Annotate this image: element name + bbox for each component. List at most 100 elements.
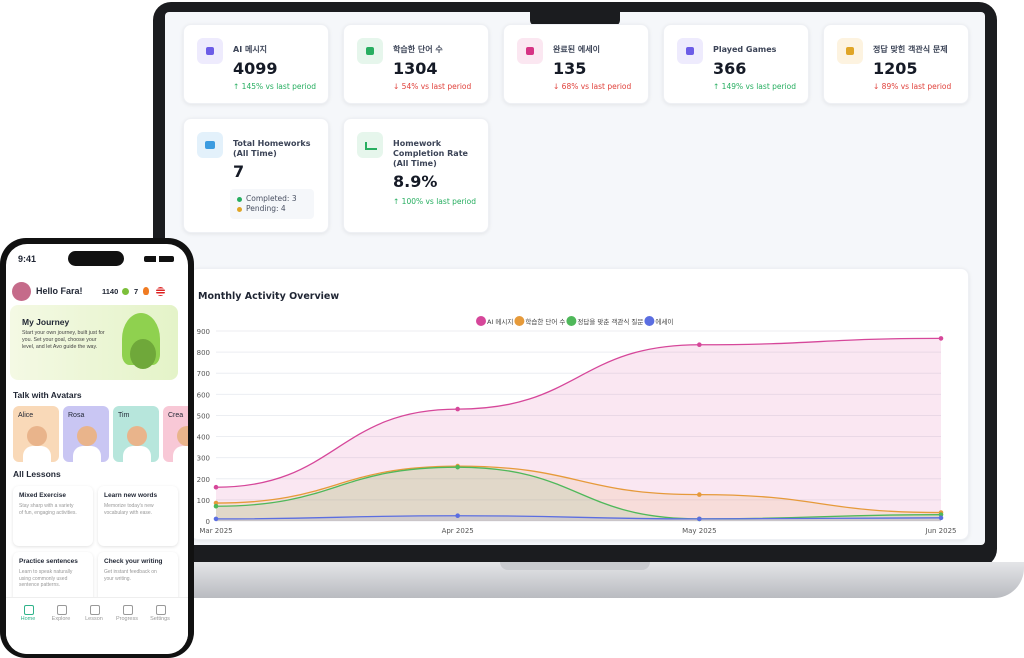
profile-avatar — [12, 282, 31, 301]
legend-label: 학습한 단어 수 — [525, 317, 565, 326]
homework-breakdown: Completed: 3 Pending: 4 — [230, 189, 314, 219]
lesson-card: Learn new words Memorize today's new voca… — [98, 486, 178, 546]
completion-label: Homework Completion Rate (All Time) — [393, 139, 468, 168]
legend-label: AI 메시지 — [487, 317, 513, 326]
stat-icon — [197, 38, 223, 64]
avatar-face — [127, 426, 147, 446]
legend-swatch — [566, 316, 577, 326]
stat-label: AI 메시지 — [233, 45, 268, 54]
stat-value: 1304 — [393, 59, 438, 78]
avatar-face — [177, 426, 188, 446]
y-tick-label: 700 — [197, 370, 210, 378]
stat-card: 정답 맞힌 객관식 문제 1205 ↓ 89% vs last period — [823, 24, 969, 104]
legend-swatch — [514, 316, 525, 326]
data-point — [455, 406, 460, 412]
nav-label[interactable]: Explore — [51, 616, 71, 622]
lesson-card: Mixed Exercise Stay sharp with a variety … — [13, 486, 93, 546]
y-tick-label: 800 — [197, 349, 210, 357]
data-point — [938, 515, 944, 521]
avatar-name: Tim — [118, 412, 130, 419]
homework-label: Total Homeworks (All Time) — [233, 139, 311, 158]
homework-value: 7 — [233, 162, 245, 181]
stat-icon-glyph — [526, 47, 534, 55]
data-point — [213, 503, 219, 509]
journey-text: Start your own journey, built just for y… — [22, 330, 105, 350]
legend-label: 정답을 맞춘 객관식 질문 — [577, 317, 643, 326]
trend-arrow: ↑ — [233, 82, 242, 91]
status-dot — [237, 197, 242, 202]
trend-arrow: ↑ — [713, 82, 722, 91]
avatar-tile: Rosa — [63, 406, 109, 462]
y-tick-label: 400 — [197, 434, 210, 442]
y-tick-label: 0 — [206, 518, 210, 526]
data-point — [697, 342, 702, 348]
homework-icon — [197, 132, 223, 158]
trend-arrow: ↑ — [393, 197, 402, 206]
lesson-text: Get instant feedback on your writing. — [104, 569, 157, 582]
avatar-name: Rosa — [68, 412, 85, 419]
stat-icon — [357, 38, 383, 64]
avatar-body — [73, 446, 101, 462]
x-tick-label: Jun 2025 — [925, 527, 957, 535]
icon-glyph — [365, 142, 377, 150]
legend-label: 에세이 — [655, 317, 673, 326]
stat-icon-glyph — [366, 47, 374, 55]
nav-label[interactable]: Home — [20, 616, 36, 622]
completion-change: ↑ 100% vs last period — [393, 197, 476, 206]
lesson-title: Check your writing — [104, 558, 163, 565]
nav-label[interactable]: Settings — [150, 616, 170, 622]
stat-label: 학습한 단어 수 — [393, 45, 443, 54]
lesson-title: Practice sentences — [19, 558, 78, 565]
trend-arrow: ↓ — [553, 82, 562, 91]
legend-swatch — [644, 316, 655, 326]
stat-icon — [837, 38, 863, 64]
stat-icon-glyph — [206, 47, 214, 55]
avatar-name: Crea — [168, 412, 184, 419]
change-text: 149% vs last period — [721, 82, 797, 91]
stat-value: 1205 — [873, 59, 918, 78]
avatar-body — [23, 446, 51, 462]
stat-label: Played Games — [713, 45, 777, 54]
trend-arrow: ↓ — [393, 82, 402, 91]
nav-icon — [24, 605, 34, 615]
trend-arrow: ↓ — [873, 82, 882, 91]
legend-swatch — [476, 316, 486, 326]
status-text: Pending: 4 — [246, 204, 286, 213]
lesson-text: Stay sharp with a variety of fun, engagi… — [19, 503, 77, 516]
stat-icon-glyph — [846, 47, 854, 55]
stat-change: ↑ 145% vs last period — [233, 82, 316, 91]
stat-icon — [517, 38, 543, 64]
avatar-face — [77, 426, 97, 446]
lesson-text: Learn to speak naturally using commonly … — [19, 569, 73, 588]
nav-icon — [57, 605, 67, 615]
stat-card: 완료된 에세이 135 ↓ 68% vs last period — [503, 24, 649, 104]
streak-icon — [143, 287, 149, 295]
stat-value: 135 — [553, 59, 587, 78]
lessons-title: All Lessons — [13, 469, 61, 479]
data-point — [213, 484, 219, 490]
data-point — [697, 516, 702, 522]
data-point — [455, 513, 460, 519]
lesson-title: Learn new words — [104, 492, 158, 499]
data-point — [213, 516, 219, 522]
nav-label[interactable]: Progress — [115, 616, 138, 622]
stat-change: ↓ 89% vs last period — [873, 82, 951, 91]
change-text: 100% vs last period — [401, 197, 477, 206]
stat-card: 학습한 단어 수 1304 ↓ 54% vs last period — [343, 24, 489, 104]
avatar-name: Alice — [18, 412, 34, 419]
series-line — [215, 465, 942, 514]
lesson-text: Memorize today's new vocabulary with eas… — [104, 503, 154, 516]
lesson-title: Mixed Exercise — [19, 492, 66, 499]
avatars-title: Talk with Avatars — [13, 390, 82, 400]
points: 1140 — [102, 287, 119, 296]
y-tick-label: 200 — [197, 476, 210, 484]
camera-notch — [530, 12, 620, 26]
nav-icon — [123, 605, 133, 615]
phone-screen: 9:41 Hello Fara! 1140 7 My Journey Start your… — [6, 244, 188, 654]
dynamic-island — [68, 251, 124, 266]
status-dot — [237, 207, 242, 212]
chart-title: Monthly Activity Overview — [198, 291, 339, 302]
nav-icon — [90, 605, 100, 615]
nav-label[interactable]: Lesson — [85, 616, 103, 622]
chart: Monthly Activity Overview 0 100 200 300 400 50… — [197, 291, 957, 535]
